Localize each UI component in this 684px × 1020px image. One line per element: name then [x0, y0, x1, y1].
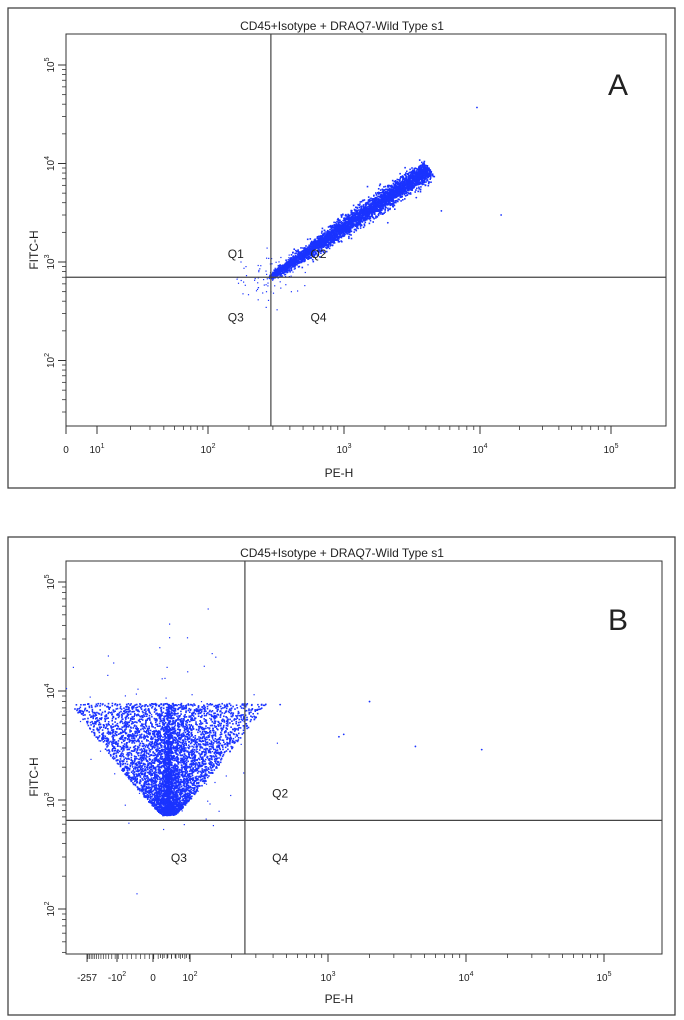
panel-b-label: B	[608, 604, 628, 637]
x-tick-label: 102	[200, 443, 215, 456]
panel-a-title: CD45+Isotype + DRAQ7-Wild Type s1	[240, 19, 444, 33]
y-tick-label: 102	[44, 901, 57, 916]
outlier-event	[386, 221, 389, 224]
y-tick-label: 104	[44, 156, 57, 171]
x-tick-label: 102	[182, 971, 197, 984]
y-tick-label: 103	[44, 254, 57, 269]
x-tick-label: 103	[336, 443, 351, 456]
outlier-event	[480, 748, 483, 751]
panel-a-label: A	[608, 69, 628, 102]
y-tick-label: 104	[44, 683, 57, 698]
panel-a: CD45+Isotype + DRAQ7-Wild Type s1 A PE-H…	[7, 7, 676, 489]
x-tick-label: 105	[603, 443, 618, 456]
outlier-event	[415, 196, 418, 199]
panel-b-events	[66, 608, 483, 895]
panel-b: CD45+Isotype + DRAQ7-Wild Type s1 B PE-H…	[7, 536, 676, 1016]
outlier-event	[476, 106, 478, 109]
outlier-event	[338, 735, 340, 738]
x-tick-label: 0	[150, 973, 156, 984]
quadrant-label-q2: Q2	[272, 787, 288, 801]
quadrant-label-q2: Q2	[311, 247, 327, 261]
outlier-event	[279, 703, 282, 706]
outlier-event	[440, 210, 443, 212]
y-tick-label: 105	[44, 57, 57, 72]
panel-b-y-axis-label: FITC-H	[27, 757, 41, 796]
quadrant-label-q3: Q3	[171, 851, 187, 865]
outlier-event	[500, 214, 503, 216]
y-tick-label: 105	[44, 574, 57, 589]
x-tick-label: 101	[89, 443, 104, 456]
panel-a-events	[236, 106, 503, 311]
y-tick-label: 102	[44, 353, 57, 368]
x-tick-label: 104	[458, 971, 473, 984]
quadrant-label-q4: Q4	[311, 310, 327, 324]
outlier-event	[414, 745, 417, 748]
panel-b-frame	[7, 536, 676, 1016]
outlier-event	[342, 733, 345, 736]
x-tick-label: 0	[63, 445, 69, 456]
panel-a-frame	[7, 7, 676, 489]
panel-b-title: CD45+Isotype + DRAQ7-Wild Type s1	[240, 546, 444, 560]
x-tick-label: -102	[108, 971, 126, 984]
panel-b-x-axis-label: PE-H	[325, 992, 354, 1006]
panel-a-plot-area	[65, 33, 667, 427]
outlier-event	[368, 700, 371, 703]
panel-b-plot-area	[65, 560, 663, 955]
x-tick-label: 104	[472, 443, 487, 456]
x-tick-label: 103	[320, 971, 335, 984]
x-tick-label: 105	[596, 971, 611, 984]
x-tick-label: -257	[77, 973, 97, 984]
quadrant-label-q3: Q3	[228, 310, 244, 324]
quadrant-label-q4: Q4	[272, 851, 288, 865]
y-tick-label: 103	[44, 792, 57, 807]
panel-a-x-axis-label: PE-H	[325, 466, 354, 480]
panel-a-y-axis-label: FITC-H	[27, 230, 41, 269]
quadrant-label-q1: Q1	[228, 247, 244, 261]
